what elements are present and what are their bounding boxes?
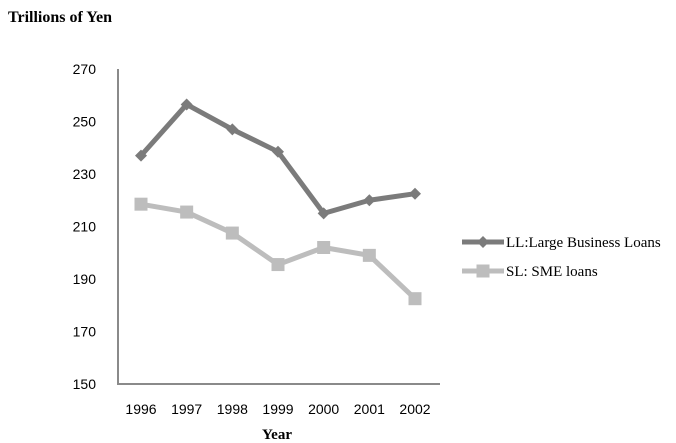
legend-label: SL: SME loans [506,264,598,280]
x-tick-label: 1997 [171,401,202,417]
x-tick-label: 1996 [125,401,156,417]
y-tick-label: 270 [73,61,97,77]
data-point-square [180,205,194,219]
legend-diamond-marker [477,236,489,248]
x-tick-label: 2000 [308,401,339,417]
x-tick-label: 2002 [399,401,430,417]
data-point-square [271,258,285,272]
series-large-business-loans [135,98,421,220]
y-tick-label: 150 [73,376,97,392]
y-tick-label: 250 [73,114,97,130]
data-point-diamond [409,187,421,200]
chart-series [134,98,422,306]
data-point-square [317,241,331,254]
y-tick-label: 190 [73,271,97,287]
y-tick-label: 170 [73,324,97,340]
legend-square-marker [476,264,490,278]
chart-legend: LL:Large Business Loans SL: SME loans [462,235,661,280]
y-axis-ticks: 150 170 190 210 230 250 270 [73,61,97,392]
data-point-square [408,292,422,306]
x-tick-label: 1998 [217,401,248,417]
data-point-diamond [317,207,330,220]
series-line [139,101,416,216]
data-point-square [225,226,239,240]
y-axis-title: Trillions of Yen [8,9,112,26]
data-point-square [134,197,148,211]
data-point-diamond [363,194,376,207]
y-tick-label: 210 [73,219,97,235]
data-point-diamond [135,149,147,162]
x-tick-label: 2001 [354,401,385,417]
data-point-diamond [226,123,239,136]
x-axis-ticks: 1996 1997 1998 1999 2000 2001 2002 [125,401,430,417]
chart-axes [117,69,440,385]
x-tick-label: 1999 [262,401,293,417]
x-axis-title: Year [262,427,292,443]
data-point-diamond [272,145,284,158]
y-tick-label: 230 [73,166,97,182]
series-sme-loans [134,197,422,306]
legend-label: LL:Large Business Loans [506,235,661,251]
data-point-diamond [180,98,193,111]
data-point-square [362,248,376,262]
